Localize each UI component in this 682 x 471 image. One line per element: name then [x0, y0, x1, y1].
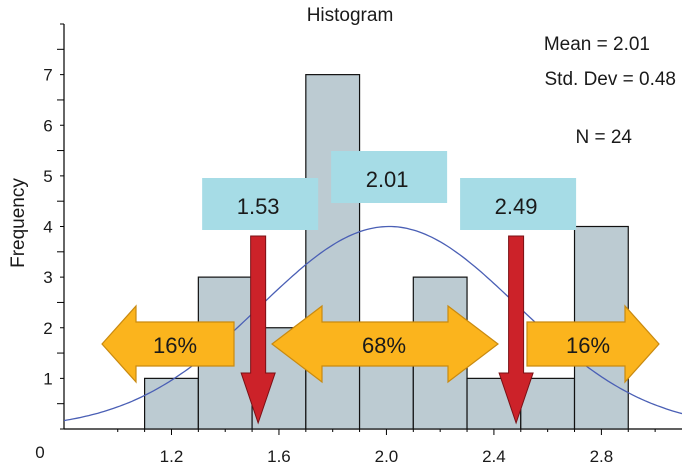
y-tick-label: 4 [43, 218, 52, 237]
y-tick-label: 6 [43, 116, 52, 135]
stat-n: N = 24 [575, 127, 632, 148]
x-tick-label: 2.0 [375, 447, 399, 466]
orange-arrow-right [526, 304, 660, 384]
y-tick-label: 0 [35, 443, 44, 462]
x-tick-label: 1.6 [267, 447, 291, 466]
y-tick-label: 1 [43, 369, 52, 388]
percent-label-left: 16% [153, 333, 197, 358]
value-box [460, 178, 577, 230]
histogram-bar [520, 377, 576, 430]
red-down-arrow [498, 235, 534, 425]
value-box-label: 2.01 [366, 167, 409, 192]
stat-mean: Mean = 2.01 [544, 34, 650, 55]
percent-label-center: 68% [362, 333, 406, 358]
x-tick-label: 1.2 [160, 447, 184, 466]
arrows: 16% 68% 16% [101, 235, 660, 425]
value-box [331, 151, 448, 203]
y-tick-label: 7 [43, 66, 52, 85]
bars [144, 74, 629, 430]
x-tick-label: 2.8 [590, 447, 614, 466]
percent-label-right: 16% [566, 333, 610, 358]
y-tick-label: 5 [43, 167, 52, 186]
y-tick-label: 2 [43, 319, 52, 338]
value-box [202, 178, 319, 230]
y-tick-label: 3 [43, 268, 52, 287]
histogram-bar [144, 377, 199, 430]
value-box-label: 2.49 [495, 194, 538, 219]
stat-std-dev: Std. Dev = 0.48 [545, 69, 677, 90]
value-boxes: 1.53 2.01 2.49 [202, 151, 577, 230]
orange-arrow-center [271, 304, 499, 384]
value-box-label: 1.53 [237, 194, 280, 219]
chart-title: Histogram [307, 5, 394, 26]
y-axis-label: Frequency [8, 178, 29, 268]
x-tick-label: 2.4 [482, 447, 506, 466]
orange-arrow-left [101, 304, 235, 384]
red-down-arrow [240, 235, 276, 425]
